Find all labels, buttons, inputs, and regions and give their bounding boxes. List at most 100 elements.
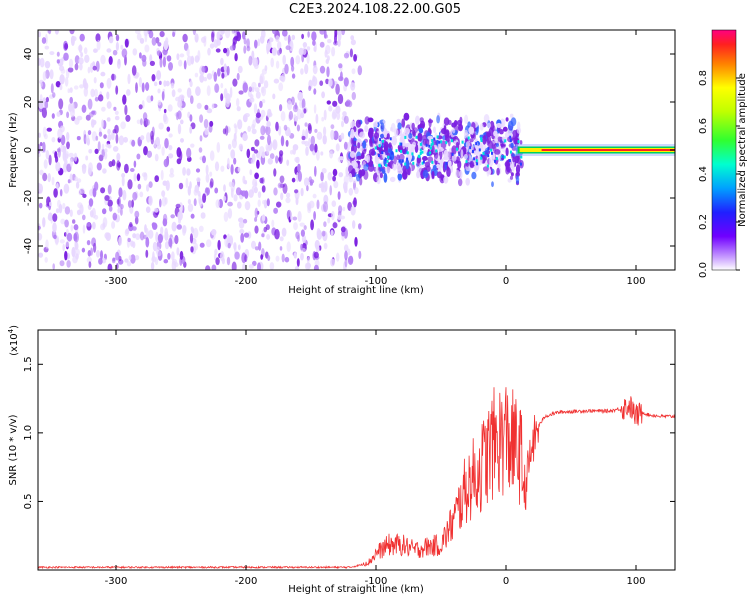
- spectrogram-cell: [350, 39, 356, 46]
- spectrogram-cell: [349, 255, 354, 264]
- spectrogram-cell: [290, 56, 295, 67]
- spectrogram-cell: [257, 199, 261, 207]
- spectrogram-cell: [64, 77, 69, 87]
- spectrogram-cell: [205, 265, 211, 270]
- spectrogram-cell: [287, 100, 293, 111]
- spectrogram-cell: [473, 157, 476, 161]
- spectrogram-cell: [159, 57, 163, 68]
- spectrogram-cell: [157, 42, 162, 47]
- spectrogram-cell: [514, 154, 520, 164]
- spectrogram-cell: [44, 101, 49, 109]
- spectrogram-cell: [319, 30, 325, 35]
- spectrogram-cell: [339, 135, 345, 140]
- spectrogram-cell: [176, 247, 180, 256]
- spectrogram-cell: [416, 170, 421, 179]
- spectrogram-cell: [237, 65, 243, 74]
- spectrogram-cell: [296, 258, 300, 267]
- spectrogram-cell: [335, 252, 340, 262]
- spectrogram-cell: [494, 136, 498, 144]
- spectrogram-cell: [227, 208, 233, 219]
- spectrogram-cell: [209, 150, 215, 161]
- spectrogram-cell: [169, 173, 175, 178]
- spectrogram-cell: [395, 149, 398, 153]
- spectrogram-cell: [136, 153, 141, 160]
- spectrogram-cell: [334, 32, 337, 44]
- spectrogram-cell: [299, 222, 305, 227]
- spectrogram-cell: [115, 263, 119, 270]
- spectrogram-cell: [190, 213, 195, 219]
- spectrogram-cell: [397, 169, 404, 174]
- chart-title: C2E3.2024.108.22.00.G05: [288, 2, 462, 17]
- spectrogram-cell: [397, 172, 403, 181]
- spectrogram-cell: [95, 60, 100, 72]
- spectrogram-cell: [345, 99, 351, 106]
- spectrogram-cell: [234, 251, 240, 260]
- spectrogram-cell: [422, 156, 428, 161]
- spectrogram-cell: [85, 155, 89, 161]
- spectrogram-cell: [183, 60, 187, 70]
- spectrogram-cell: [215, 48, 221, 53]
- spectrogram-cell: [475, 142, 478, 146]
- spectrogram-cell: [51, 137, 56, 143]
- spectrogram-cell: [321, 230, 326, 237]
- spectrogram-cell: [504, 139, 507, 143]
- spectrogram-cell: [240, 233, 245, 243]
- spectrogram-cell: [145, 237, 150, 248]
- spectrogram-cell: [244, 254, 248, 263]
- spectrogram-cell: [206, 73, 213, 80]
- spectrogram-cell: [389, 156, 392, 160]
- spectrogram-cell: [92, 61, 96, 68]
- spectrogram-cell: [509, 135, 512, 139]
- spectrogram-cell: [116, 152, 121, 161]
- spectrogram-cell: [510, 172, 514, 177]
- spectrogram-cell: [320, 151, 324, 156]
- spectrogram-cell: [56, 148, 61, 153]
- spectrogram-cell: [301, 235, 307, 243]
- colorbar: [711, 29, 737, 271]
- spectrogram-cell: [376, 170, 380, 177]
- spectrogram-cell: [116, 198, 120, 205]
- spectrogram-cell: [75, 181, 80, 189]
- spectrogram-cell: [162, 56, 166, 68]
- y-tick-label: 0.5: [23, 493, 34, 509]
- x-tick-label: 100: [626, 576, 645, 587]
- spectrogram-cell: [96, 39, 101, 51]
- spectrogram-cell: [397, 122, 402, 130]
- spectrogram-cell: [433, 126, 436, 134]
- spectrogram-cell: [278, 125, 282, 136]
- spectrogram-cell: [84, 54, 90, 63]
- spectrogram-cell: [170, 214, 175, 219]
- spectrogram-cell: [145, 249, 149, 258]
- spectrogram-cell: [338, 205, 343, 214]
- spectrogram-cell: [151, 37, 157, 46]
- spectrogram-cell: [166, 126, 171, 132]
- spectrogram-cell: [158, 122, 164, 130]
- spectrogram-cell: [372, 121, 378, 128]
- snr-scale-label: (x104): [7, 325, 20, 356]
- spectrogram-cell: [150, 95, 154, 102]
- spectrogram-cell: [234, 53, 238, 62]
- spectrogram-cell: [353, 197, 357, 208]
- spectrogram-cell: [250, 158, 255, 164]
- colorbar-ticks: 0.0 0.2 0.4 0.6 0.8: [698, 70, 740, 278]
- spectrogram-cell: [57, 128, 63, 139]
- spectrogram-cell: [213, 71, 218, 82]
- spectrogram-cell: [206, 187, 210, 196]
- spectrogram-cell: [121, 175, 125, 187]
- spectrogram-cell: [266, 198, 270, 207]
- spectrogram-cell: [296, 124, 300, 132]
- spectrogram-cell: [310, 135, 315, 146]
- spectrogram-cell: [369, 138, 373, 144]
- spectrogram-cell: [507, 120, 514, 131]
- spectrogram-cell: [374, 146, 377, 150]
- spectrogram-cell: [115, 133, 119, 144]
- spectrogram-cell: [127, 73, 131, 85]
- spectrogram-cell: [310, 219, 314, 231]
- spectrogram-cell: [179, 94, 185, 100]
- spectrogram-cell: [199, 74, 205, 83]
- spectrogram-cell: [87, 250, 92, 257]
- spectrogram-cell: [445, 161, 448, 165]
- spectrogram-cell: [41, 107, 48, 119]
- spectrogram-cell: [431, 142, 434, 145]
- spectrogram-cell: [134, 216, 139, 225]
